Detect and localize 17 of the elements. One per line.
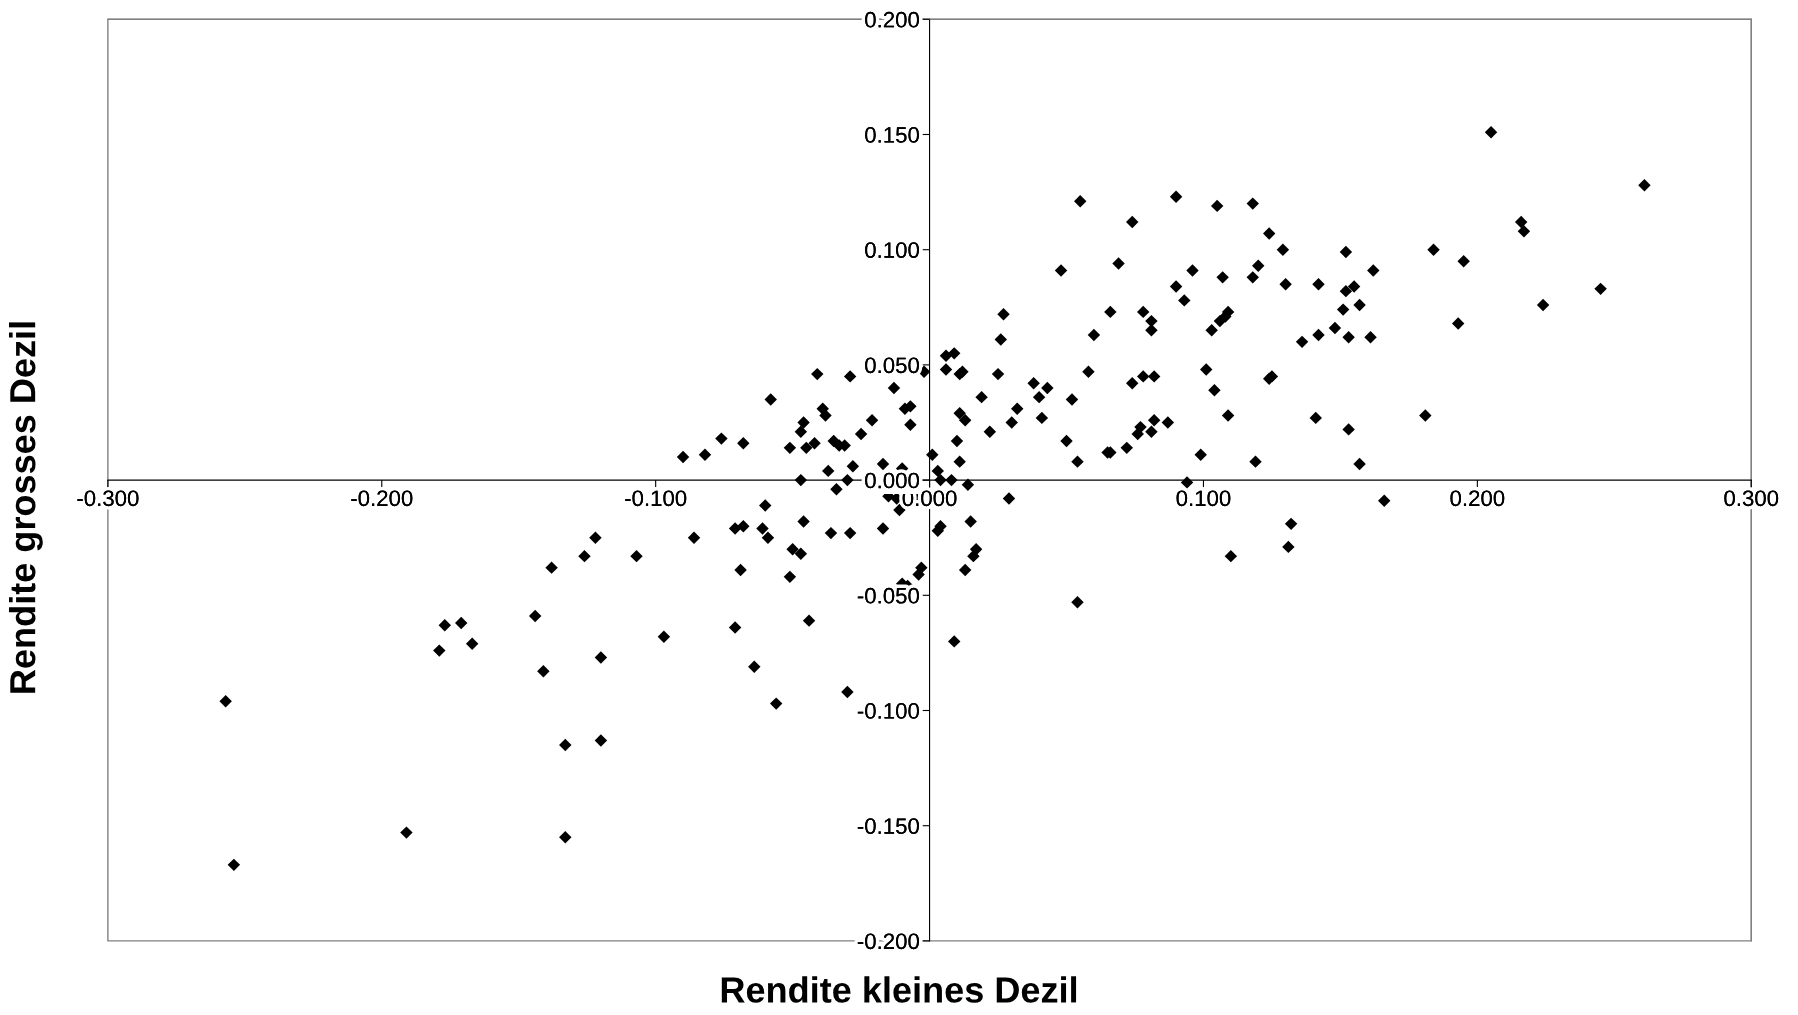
- y-tick-label: -0.200: [857, 933, 919, 950]
- y-tick-label: 0.000: [865, 472, 919, 489]
- y-axis-title: Rendite grosses Dezil: [8, 322, 43, 693]
- y-tick-label: 0.200: [865, 11, 919, 28]
- y-tick-label: -0.050: [857, 587, 919, 604]
- y-tick-label: 0.100: [865, 242, 919, 258]
- x-tick-label: 0.100: [1176, 490, 1231, 507]
- x-tick-label: -0.100: [625, 490, 687, 507]
- x-axis-title: Rendite kleines Dezil: [721, 976, 1077, 1003]
- y-tick-label: -0.150: [857, 818, 919, 834]
- x-tick-label: 0.300: [1724, 490, 1779, 507]
- x-tick-label: -0.200: [351, 490, 413, 507]
- x-tick-label: 0.200: [1450, 490, 1505, 507]
- y-tick-label: 0.050: [865, 357, 919, 374]
- y-tick-label: 0.150: [865, 127, 919, 143]
- x-tick-label: -0.300: [77, 490, 139, 507]
- y-tick-label: -0.100: [857, 703, 919, 719]
